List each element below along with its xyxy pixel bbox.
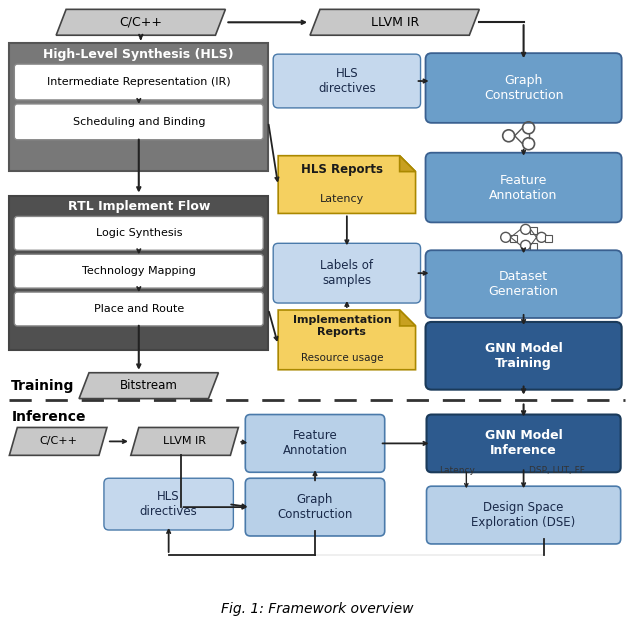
Polygon shape bbox=[131, 427, 238, 455]
Text: LLVM IR: LLVM IR bbox=[370, 16, 419, 29]
Bar bbox=[529, 243, 536, 250]
Polygon shape bbox=[10, 427, 107, 455]
Text: GNN Model
Training: GNN Model Training bbox=[485, 342, 562, 370]
FancyBboxPatch shape bbox=[273, 243, 420, 303]
Bar bbox=[529, 228, 536, 234]
Polygon shape bbox=[278, 156, 415, 213]
Text: Bitstream: Bitstream bbox=[120, 379, 178, 392]
Text: Fig. 1: Framework overview: Fig. 1: Framework overview bbox=[221, 601, 413, 616]
FancyBboxPatch shape bbox=[15, 64, 263, 100]
Text: Scheduling and Binding: Scheduling and Binding bbox=[72, 117, 205, 127]
Text: C/C++: C/C++ bbox=[39, 436, 77, 446]
Polygon shape bbox=[399, 310, 415, 326]
Text: Graph
Construction: Graph Construction bbox=[277, 493, 353, 521]
Text: Feature
Annotation: Feature Annotation bbox=[489, 174, 558, 202]
Polygon shape bbox=[278, 310, 415, 370]
Polygon shape bbox=[56, 9, 226, 35]
FancyBboxPatch shape bbox=[104, 478, 233, 530]
Text: Latency: Latency bbox=[320, 193, 364, 203]
Polygon shape bbox=[79, 373, 219, 399]
Text: HLS Reports: HLS Reports bbox=[301, 163, 383, 176]
FancyBboxPatch shape bbox=[425, 153, 622, 223]
Text: Design Space
Exploration (DSE): Design Space Exploration (DSE) bbox=[472, 501, 576, 529]
FancyBboxPatch shape bbox=[427, 415, 621, 472]
FancyBboxPatch shape bbox=[245, 415, 385, 472]
FancyBboxPatch shape bbox=[425, 322, 622, 389]
Polygon shape bbox=[310, 9, 479, 35]
Text: Latency: Latency bbox=[439, 466, 476, 476]
Bar bbox=[10, 195, 268, 350]
Text: Graph
Construction: Graph Construction bbox=[484, 74, 564, 102]
Bar bbox=[10, 43, 268, 170]
FancyBboxPatch shape bbox=[425, 250, 622, 318]
FancyBboxPatch shape bbox=[425, 53, 622, 123]
FancyBboxPatch shape bbox=[427, 486, 621, 544]
Text: Training: Training bbox=[11, 379, 75, 392]
Text: High-Level Synthesis (HLS): High-Level Synthesis (HLS) bbox=[44, 48, 234, 61]
Text: Implementation
Reports: Implementation Reports bbox=[292, 315, 391, 337]
Text: C/C++: C/C++ bbox=[119, 16, 162, 29]
Text: RTL Implement Flow: RTL Implement Flow bbox=[68, 200, 210, 213]
Text: Feature
Annotation: Feature Annotation bbox=[283, 430, 347, 458]
Text: HLS
directives: HLS directives bbox=[318, 67, 376, 95]
Text: GNN Model
Inference: GNN Model Inference bbox=[485, 430, 562, 458]
Text: Labels of
samples: Labels of samples bbox=[320, 259, 373, 287]
Text: Inference: Inference bbox=[11, 410, 86, 423]
FancyBboxPatch shape bbox=[15, 254, 263, 288]
Polygon shape bbox=[399, 156, 415, 172]
FancyBboxPatch shape bbox=[15, 292, 263, 326]
FancyBboxPatch shape bbox=[15, 216, 263, 250]
Text: Dataset
Generation: Dataset Generation bbox=[489, 270, 559, 298]
Text: HLS
directives: HLS directives bbox=[139, 490, 198, 518]
Text: Intermediate Representation (IR): Intermediate Representation (IR) bbox=[47, 77, 231, 87]
FancyBboxPatch shape bbox=[15, 104, 263, 140]
Text: Place and Route: Place and Route bbox=[94, 304, 184, 314]
FancyBboxPatch shape bbox=[273, 54, 420, 108]
Text: Technology Mapping: Technology Mapping bbox=[82, 266, 196, 276]
Text: DSP, LUT, FF: DSP, LUT, FF bbox=[529, 466, 585, 476]
Bar bbox=[545, 236, 552, 242]
Text: Logic Synthesis: Logic Synthesis bbox=[96, 228, 182, 238]
Text: LLVM IR: LLVM IR bbox=[163, 436, 206, 446]
FancyBboxPatch shape bbox=[245, 478, 385, 536]
Bar bbox=[510, 236, 517, 242]
Text: Resource usage: Resource usage bbox=[301, 353, 383, 363]
